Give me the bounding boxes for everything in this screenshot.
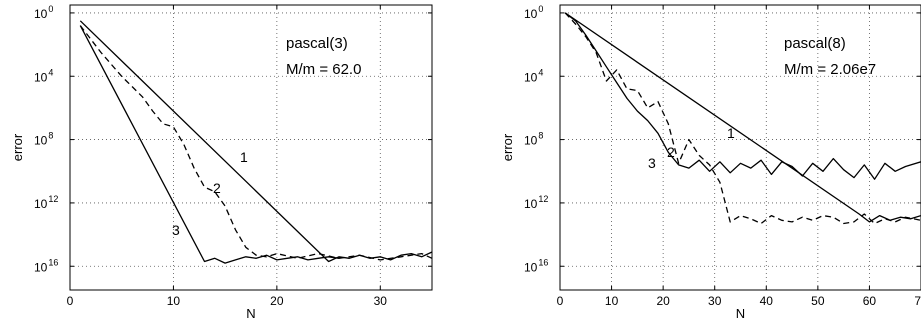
y-tick-label: 1016 [34,257,58,274]
right-chart-panel: 01020304050607010010410810121016123pasca… [500,4,921,321]
y-tick-label: 1016 [524,257,548,274]
y-tick-exponent: 8 [48,131,53,141]
y-tick-label: 100 [524,4,543,21]
y-tick-label: 108 [524,131,543,148]
y-axis-label: error [10,133,25,161]
series-1-label: 1 [240,149,248,165]
y-tick-base: 10 [34,197,48,211]
y-tick-exponent: 16 [48,257,58,267]
matrix-annotation: pascal(3) [286,35,348,52]
y-axis-label: error [500,133,515,161]
y-tick-exponent: 0 [48,4,53,14]
x-tick-label: 70 [914,294,921,308]
matrix-annotation: pascal(8) [784,35,846,52]
y-tick-base: 10 [34,70,48,84]
series-1-line [79,20,432,263]
series-1-label: 1 [727,125,735,141]
y-tick-label: 100 [34,4,53,21]
x-tick-label: 20 [656,294,670,308]
plot-frame [559,4,921,291]
x-tick-label: 10 [605,294,619,308]
series-3-line [564,12,921,180]
y-tick-exponent: 12 [538,194,548,204]
y-tick-label: 104 [34,67,53,84]
x-tick-label: 10 [167,294,181,308]
y-tick-base: 10 [524,70,538,84]
series-2-label: 2 [213,180,221,196]
y-tick-base: 10 [524,197,538,211]
x-tick-label: 0 [67,294,74,308]
plot-frame [69,4,433,291]
y-tick-base: 10 [524,7,538,21]
x-tick-label: 0 [557,294,564,308]
y-tick-base: 10 [34,7,48,21]
y-tick-base: 10 [34,134,48,148]
y-tick-exponent: 8 [538,131,543,141]
x-axis-label: N [246,306,255,321]
x-tick-label: 50 [811,294,825,308]
y-tick-label: 104 [524,67,543,84]
y-tick-exponent: 12 [48,194,58,204]
x-tick-label: 20 [270,294,284,308]
y-tick-label: 108 [34,131,53,148]
x-tick-label: 40 [760,294,774,308]
y-tick-exponent: 4 [48,67,53,77]
x-tick-label: 30 [374,294,388,308]
series-2-line [79,25,432,261]
x-tick-label: 60 [863,294,877,308]
y-tick-exponent: 16 [538,257,548,267]
series-2-line [564,12,921,225]
y-tick-base: 10 [524,260,538,274]
series-2-label: 2 [667,144,675,160]
condition-number-annotation: M/m = 62.0 [286,61,361,78]
series-1-line [564,12,921,223]
y-tick-label: 1012 [34,194,58,211]
x-axis-label: N [736,306,745,321]
y-tick-label: 1012 [524,194,548,211]
series-3-label: 3 [172,222,180,238]
y-tick-exponent: 0 [538,4,543,14]
left-chart-panel: 0 10 20 3010010410810121016123pascal(3)M/m … [10,4,433,321]
series-3-line [79,25,339,264]
y-tick-exponent: 4 [538,67,543,77]
y-tick-base: 10 [524,134,538,148]
condition-number-annotation: M/m = 2.06e7 [784,61,876,78]
series-3-label: 3 [648,155,656,171]
y-tick-base: 10 [34,260,48,274]
x-tick-label: 30 [708,294,722,308]
